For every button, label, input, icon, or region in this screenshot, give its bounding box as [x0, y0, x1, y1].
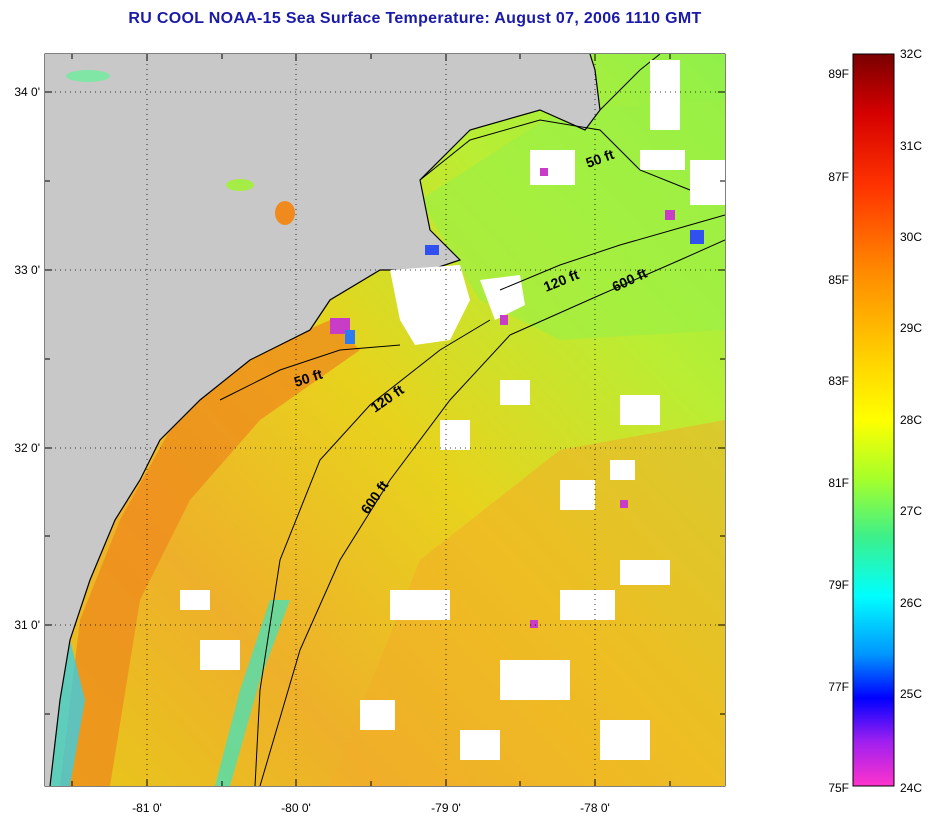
- contour-600ft-north: [509, 239, 725, 336]
- cold-speckles: [330, 168, 704, 628]
- colorbar-c-label: 28C: [900, 413, 922, 427]
- sst-cool-strip: [215, 600, 290, 786]
- contour-50ft-north: [419, 119, 691, 191]
- colorbar-c-label: 30C: [900, 230, 922, 244]
- lat-tick-label: 32 0': [14, 441, 40, 455]
- axis-ticks: [45, 54, 725, 786]
- colorbar-c-label: 31C: [900, 139, 922, 153]
- colorbar-f-label: 81F: [828, 476, 849, 490]
- colorbar-c-label: 27C: [900, 504, 922, 518]
- inland-lake: [275, 201, 295, 225]
- colorbar-f-label: 83F: [828, 374, 849, 388]
- inland-lake: [66, 70, 110, 82]
- sst-cool-coastal: [45, 640, 85, 786]
- sst-warm-band: [330, 420, 725, 786]
- cloud-mask: [180, 60, 725, 760]
- colorbar-f-label: 77F: [828, 680, 849, 694]
- contour-120ft-north: [499, 214, 725, 291]
- colorbar-f-label: 85F: [828, 273, 849, 287]
- contour-120ft-south: [254, 319, 491, 786]
- coastline: [49, 54, 601, 786]
- colorbar-c-label: 32C: [900, 47, 922, 61]
- lat-tick-label: 34 0': [14, 85, 40, 99]
- lon-tick-label: -79 0': [431, 801, 461, 815]
- land-mass: [45, 54, 600, 786]
- coastline-north: [599, 54, 661, 111]
- lon-tick-label: -81 0': [132, 801, 162, 815]
- colorbar-c-label: 26C: [900, 596, 922, 610]
- map-title: RU COOL NOAA-15 Sea Surface Temperature:…: [128, 10, 702, 27]
- lat-tick-label: 33 0': [14, 263, 40, 277]
- graticule: [45, 54, 725, 786]
- colorbar-f-label: 89F: [828, 67, 849, 81]
- colorbar-f-label: 79F: [828, 578, 849, 592]
- temperature-colorbar: [852, 53, 895, 787]
- lon-tick-label: -78 0': [580, 801, 610, 815]
- lon-tick-label: -80 0': [281, 801, 311, 815]
- colorbar-f-label: 75F: [828, 781, 849, 795]
- colorbar-f-label: 87F: [828, 170, 849, 184]
- lat-tick-label: 31 0': [14, 618, 40, 632]
- inland-lake: [226, 179, 254, 191]
- colorbar-c-label: 24C: [900, 781, 922, 795]
- contour-50ft-south: [219, 344, 401, 401]
- colorbar-c-label: 29C: [900, 321, 922, 335]
- map-body: [45, 54, 725, 786]
- sst-nearshore-warm: [60, 320, 360, 786]
- contour-600ft-south: [259, 334, 511, 786]
- colorbar-c-label: 25C: [900, 687, 922, 701]
